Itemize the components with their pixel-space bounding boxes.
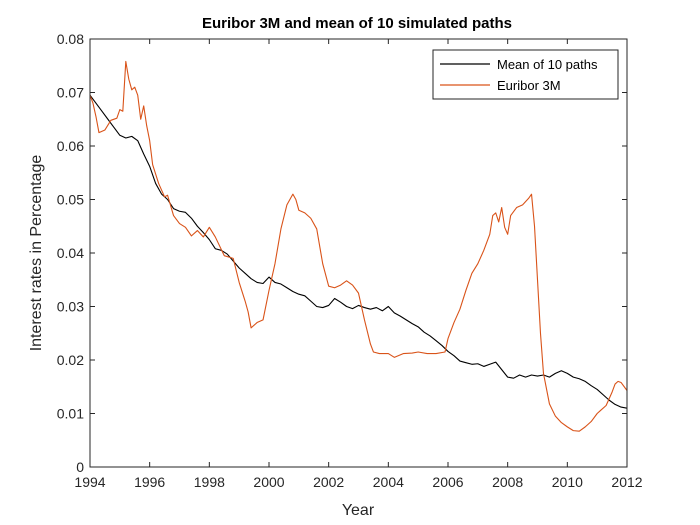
x-tick-label: 2004 bbox=[373, 474, 404, 490]
y-tick-label: 0 bbox=[76, 459, 84, 475]
y-tick-label: 0.02 bbox=[57, 352, 84, 368]
legend-label-euribor: Euribor 3M bbox=[497, 78, 561, 93]
y-tick-label: 0.04 bbox=[57, 245, 84, 261]
legend-label-mean: Mean of 10 paths bbox=[497, 57, 598, 72]
x-tick-label: 1994 bbox=[74, 474, 105, 490]
y-axis-label: Interest rates in Percentage bbox=[28, 155, 45, 352]
series-layer bbox=[89, 60, 628, 432]
legend: Mean of 10 paths Euribor 3M bbox=[432, 49, 619, 100]
x-axis: 1994 1996 1998 2000 2002 2004 2006 2008 2010 2012 bbox=[74, 39, 643, 490]
x-axis-label: Year bbox=[342, 502, 375, 519]
y-tick-label: 0.08 bbox=[57, 31, 84, 47]
x-tick-label: 2006 bbox=[432, 474, 463, 490]
legend-box bbox=[432, 49, 619, 100]
series-line-mean bbox=[89, 94, 628, 409]
series-line-euribor bbox=[89, 60, 628, 432]
y-axis: 0 0.01 0.02 0.03 0.04 0.05 0.06 0.07 0.08 bbox=[57, 31, 627, 475]
x-tick-label: 2008 bbox=[492, 474, 523, 490]
x-tick-label: 2000 bbox=[253, 474, 284, 490]
x-tick-label: 2002 bbox=[313, 474, 344, 490]
x-tick-label: 1996 bbox=[134, 474, 165, 490]
y-tick-label: 0.03 bbox=[57, 299, 84, 315]
y-tick-label: 0.07 bbox=[57, 85, 84, 101]
x-tick-label: 2012 bbox=[611, 474, 642, 490]
y-tick-label: 0.05 bbox=[57, 192, 84, 208]
plot-area bbox=[90, 39, 627, 467]
chart-title: Euribor 3M and mean of 10 simulated path… bbox=[202, 15, 512, 32]
y-tick-label: 0.06 bbox=[57, 138, 84, 154]
x-tick-label: 2010 bbox=[552, 474, 583, 490]
x-tick-label: 1998 bbox=[194, 474, 225, 490]
y-tick-label: 0.01 bbox=[57, 406, 84, 422]
